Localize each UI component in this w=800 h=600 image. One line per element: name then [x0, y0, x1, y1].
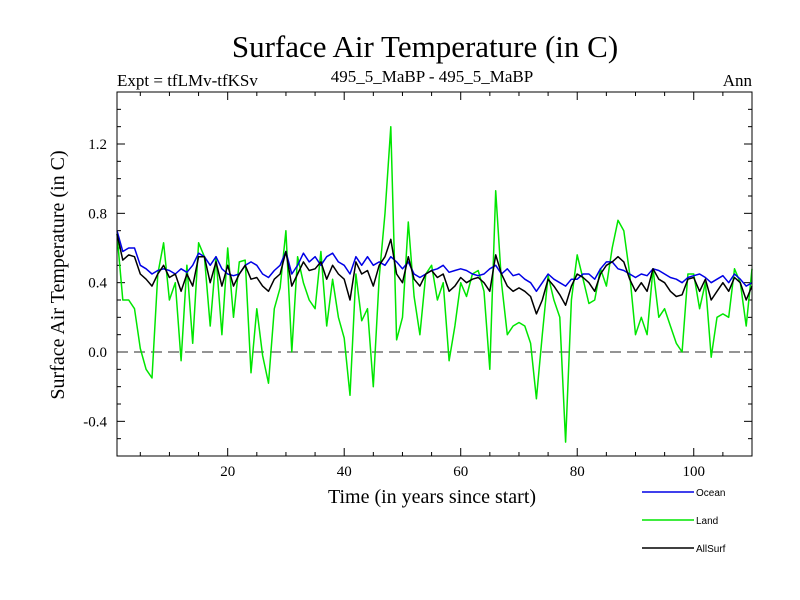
x-axis-label: Time (in years since start): [328, 486, 536, 508]
y-tick-label: 0.0: [88, 345, 107, 361]
legend: Ocean Land AllSurf: [642, 488, 726, 555]
x-tick-label: 100: [682, 464, 705, 480]
legend-label-ocean: Ocean: [696, 488, 725, 499]
chart-title: Surface Air Temperature (in C): [232, 29, 618, 64]
period-label: Ann: [723, 71, 753, 90]
y-tick-label: 0.8: [88, 206, 107, 222]
y-tick-label: 0.4: [88, 276, 107, 292]
y-axis-label: Surface Air Temperature (in C): [47, 150, 69, 399]
x-tick-label: 40: [337, 464, 352, 480]
legend-label-land: Land: [696, 516, 718, 527]
run-label: 495_5_MaBP - 495_5_MaBP: [331, 67, 533, 86]
data-series: [116, 125, 753, 443]
legend-label-allsurf: AllSurf: [696, 544, 726, 555]
x-tick-label: 20: [220, 464, 235, 480]
tick-labels: 20 40 60 80 100 -0.4 0.0 0.4 0.8 1.2: [83, 137, 705, 480]
experiment-label: Expt = tfLMv-tfKSv: [117, 71, 258, 90]
x-tick-label: 60: [453, 464, 468, 480]
series-line-land: [116, 125, 753, 443]
series-line-allsurf: [116, 233, 753, 315]
y-tick-label: -0.4: [83, 414, 107, 430]
y-tick-label: 1.2: [88, 137, 107, 153]
x-tick-label: 80: [570, 464, 585, 480]
plot-frame: [116, 91, 753, 457]
series-line-ocean: [116, 230, 753, 293]
